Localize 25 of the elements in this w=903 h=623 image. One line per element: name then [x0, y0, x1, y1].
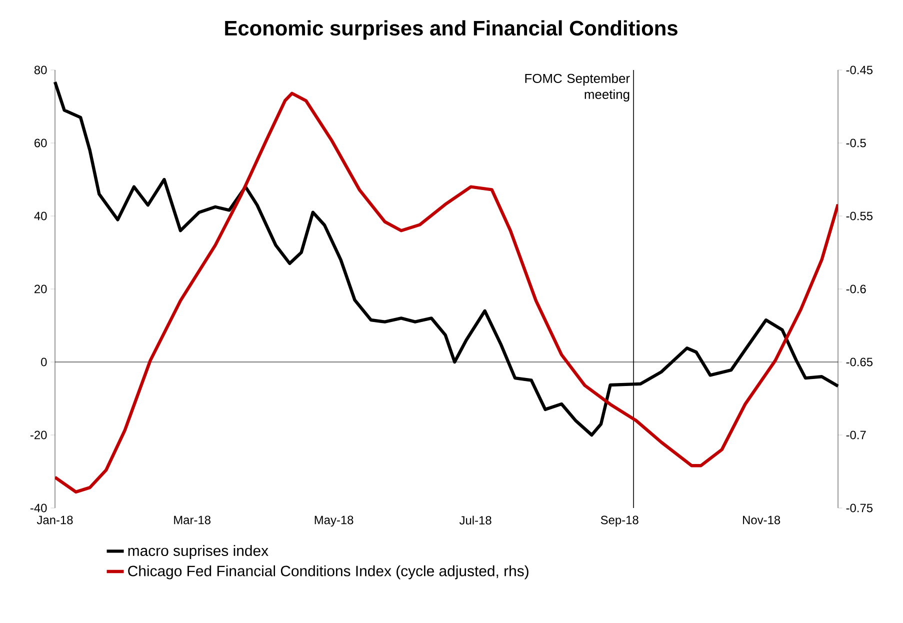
y-tick-label: -40 — [30, 504, 47, 512]
legend-label: Chicago Fed Financial Conditions Index (cycle adjusted, rhs) — [128, 565, 528, 580]
ref-line-label: FOMC September meeting — [525, 74, 630, 102]
x-tick-label: Jul-18 — [459, 516, 492, 525]
x-tick-label: Mar-18 — [174, 516, 210, 524]
y2-tick-label: -0.65 — [846, 358, 873, 366]
y-tick-label: 0 — [41, 358, 47, 366]
chart-title: Economic surprises and Financial Conditions — [225, 20, 678, 40]
y-tick-label: 60 — [34, 138, 47, 148]
y2-tick-label: -0.45 — [846, 66, 873, 74]
y2-tick-label: -0.75 — [846, 504, 873, 512]
line-series — [55, 92, 838, 494]
x-tick-label: Sep-18 — [600, 516, 638, 527]
y2-tick-label: -0.7 — [846, 430, 866, 440]
y-tick-label: 80 — [34, 66, 47, 74]
y-tick-label: -20 — [30, 430, 47, 440]
legend-label: macro suprises index — [128, 545, 268, 559]
x-tick-label: May-18 — [314, 516, 354, 527]
y2-tick-label: -0.55 — [846, 212, 873, 220]
x-tick-label: Nov-18 — [743, 516, 780, 524]
x-tick-label: Jan-18 — [36, 516, 73, 524]
y-tick-label: 20 — [34, 284, 47, 294]
y2-tick-label: -0.6 — [846, 284, 866, 294]
y-tick-label: 40 — [34, 212, 47, 220]
y2-tick-label: -0.5 — [846, 138, 866, 148]
